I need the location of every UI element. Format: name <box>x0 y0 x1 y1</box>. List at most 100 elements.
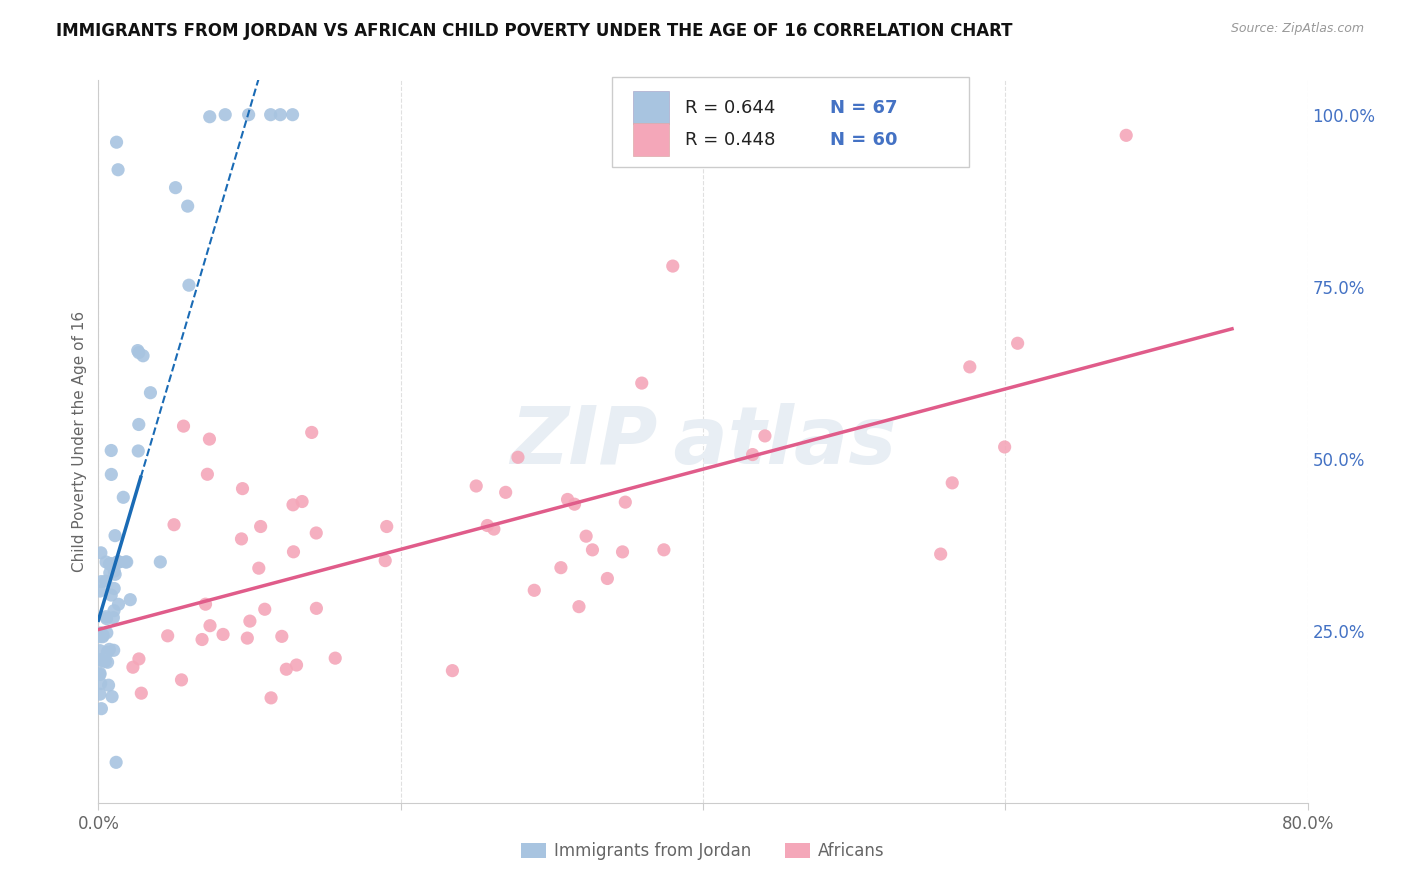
Point <box>115 555 138 569</box>
Point <box>253 602 276 616</box>
Point <box>156 629 179 643</box>
FancyBboxPatch shape <box>613 77 969 167</box>
Text: R = 0.644: R = 0.644 <box>685 99 775 117</box>
Point <box>283 545 305 559</box>
Point <box>941 475 963 490</box>
Point <box>89 630 111 644</box>
Point <box>103 582 125 596</box>
Point <box>132 349 155 363</box>
Point <box>90 546 112 560</box>
Point <box>581 542 603 557</box>
Point <box>214 108 236 122</box>
Point <box>1007 336 1029 351</box>
Point <box>112 491 135 505</box>
Point <box>929 547 952 561</box>
Point <box>614 495 637 509</box>
Point <box>477 518 499 533</box>
Point <box>127 444 149 458</box>
Point <box>959 359 981 374</box>
Point <box>91 630 114 644</box>
Point <box>568 599 591 614</box>
Point <box>612 545 634 559</box>
Point <box>630 376 652 390</box>
Point <box>128 417 150 432</box>
Point <box>127 343 149 358</box>
Point <box>465 479 488 493</box>
Point <box>96 625 118 640</box>
Point <box>374 554 396 568</box>
Point <box>291 494 314 508</box>
Point <box>98 566 121 580</box>
Point <box>305 526 328 541</box>
Point <box>994 440 1017 454</box>
Point <box>101 690 124 704</box>
Point <box>104 567 127 582</box>
Point <box>239 614 262 628</box>
Point <box>107 597 129 611</box>
Point <box>100 443 122 458</box>
Point <box>596 572 619 586</box>
Point <box>128 652 150 666</box>
Text: N = 60: N = 60 <box>830 130 897 149</box>
Point <box>94 555 117 569</box>
Point <box>198 432 221 446</box>
Point <box>177 278 200 293</box>
Point <box>305 601 328 615</box>
Point <box>375 519 398 533</box>
Point <box>564 497 586 511</box>
Point <box>94 609 117 624</box>
Point <box>323 651 346 665</box>
Point <box>249 519 271 533</box>
Point <box>236 631 259 645</box>
Point <box>575 529 598 543</box>
Point <box>90 701 112 715</box>
Point <box>89 643 111 657</box>
Point <box>231 482 253 496</box>
Point <box>107 555 129 569</box>
Point <box>301 425 323 440</box>
Point <box>212 627 235 641</box>
Point <box>281 108 304 122</box>
Point <box>495 485 517 500</box>
Point <box>90 626 112 640</box>
Point <box>557 492 579 507</box>
Point <box>89 687 111 701</box>
Point <box>104 528 127 542</box>
Text: R = 0.448: R = 0.448 <box>685 130 775 149</box>
Point <box>100 467 122 482</box>
Legend: Immigrants from Jordan, Africans: Immigrants from Jordan, Africans <box>515 836 891 867</box>
Text: ZIP atlas: ZIP atlas <box>510 402 896 481</box>
Point <box>281 498 304 512</box>
Point <box>194 597 217 611</box>
Point <box>139 385 162 400</box>
Point <box>97 655 120 669</box>
Point <box>270 629 292 643</box>
Point <box>98 557 121 571</box>
Text: N = 67: N = 67 <box>830 99 897 117</box>
Point <box>89 584 111 599</box>
Point <box>96 612 118 626</box>
Point <box>96 645 118 659</box>
Point <box>107 162 129 177</box>
Point <box>198 618 221 632</box>
Point <box>103 610 125 624</box>
Point <box>100 557 122 571</box>
Point <box>114 555 136 569</box>
Point <box>661 259 683 273</box>
Point <box>652 542 675 557</box>
Text: Source: ZipAtlas.com: Source: ZipAtlas.com <box>1230 22 1364 36</box>
Point <box>259 108 281 122</box>
Point <box>441 664 464 678</box>
Point <box>91 628 114 642</box>
Point <box>238 108 260 122</box>
Point <box>482 522 505 536</box>
Point <box>103 604 125 618</box>
Point <box>163 517 186 532</box>
Point <box>1115 128 1137 143</box>
Point <box>105 756 128 770</box>
Point <box>90 574 112 589</box>
Point <box>107 555 129 569</box>
Point <box>89 666 111 681</box>
Point <box>247 561 270 575</box>
Point <box>198 110 221 124</box>
